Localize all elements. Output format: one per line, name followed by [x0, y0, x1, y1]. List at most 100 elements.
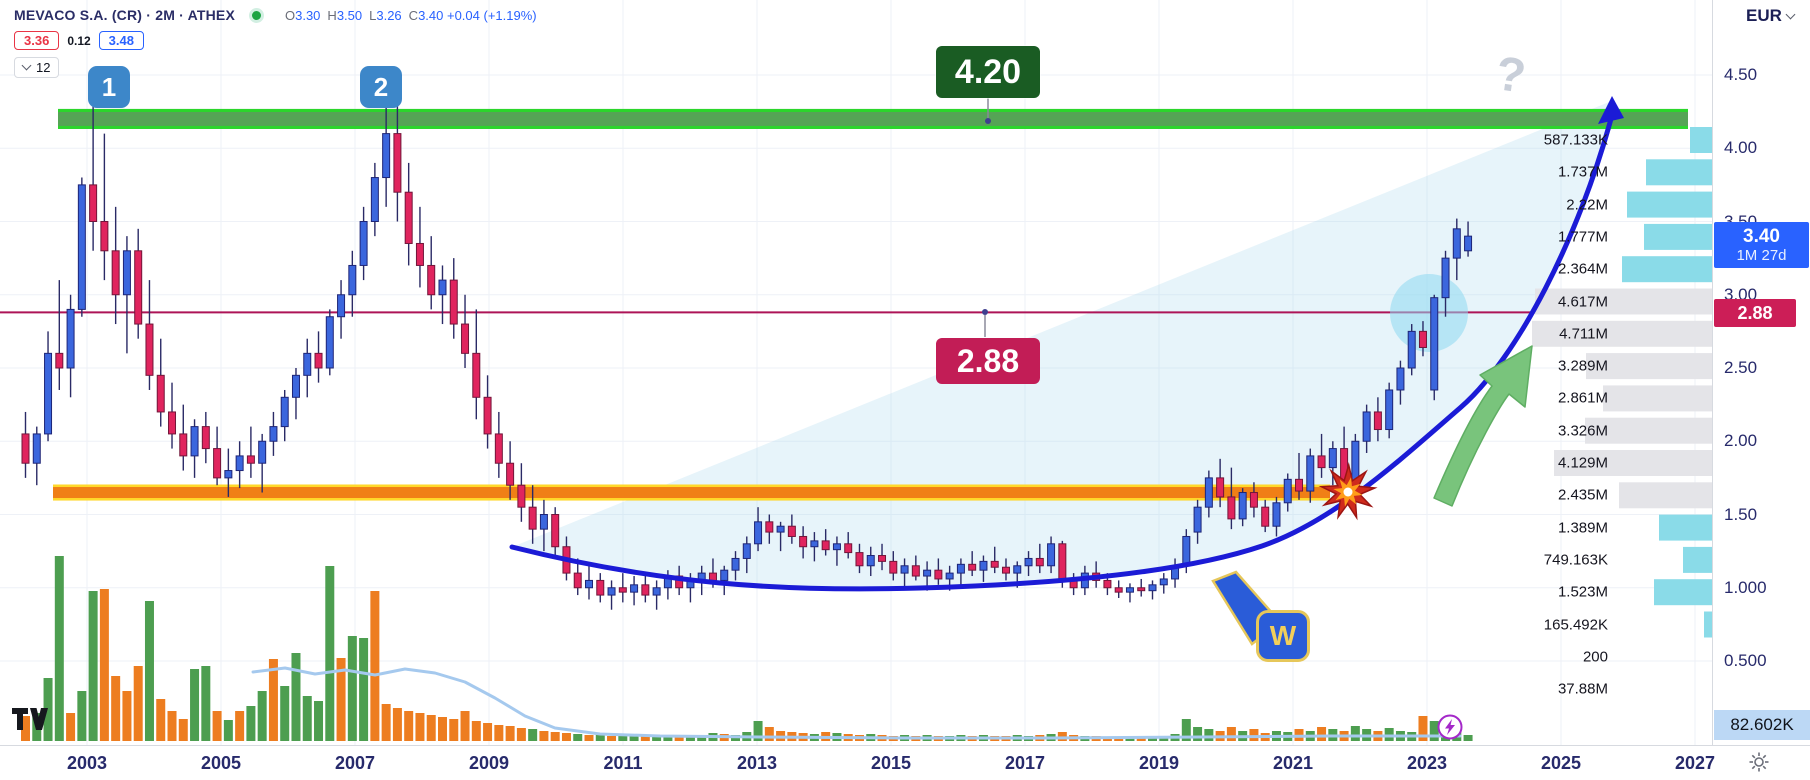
- year-tick-label: 2017: [1004, 753, 1046, 773]
- year-tick-label: 2011: [603, 753, 643, 773]
- chevron-down-icon: [1785, 9, 1796, 20]
- volume-bar: [607, 736, 617, 741]
- lightning-badge[interactable]: [1436, 713, 1464, 746]
- candle: [337, 280, 346, 339]
- candle: [179, 404, 188, 471]
- volume-profile-value: 1.737M: [1557, 163, 1608, 181]
- volume-axis-label: 82.602K: [1714, 710, 1810, 740]
- volume-bar: [764, 727, 774, 741]
- volume-bar: [99, 589, 109, 741]
- candle: [122, 236, 131, 354]
- ohlc-value: 3.26: [376, 7, 402, 23]
- currency-selector[interactable]: EUR: [1746, 6, 1796, 26]
- volume-profile-value: 2.861M: [1557, 389, 1608, 407]
- volume-bar: [674, 736, 684, 741]
- cup-pattern-curve[interactable]: [509, 96, 1624, 592]
- ask-price-button[interactable]: 3.48: [98, 31, 144, 50]
- candle: [1227, 467, 1236, 530]
- breakout-starburst-icon[interactable]: [1318, 462, 1378, 521]
- volume-profile-bar: [1532, 320, 1712, 347]
- time-axis[interactable]: 2003 2005 2007 2009 2011 2013 2015 2017 2019 2021…: [0, 745, 1810, 780]
- candle: [1216, 458, 1225, 508]
- support-band-orange[interactable]: [53, 484, 1330, 501]
- ohlc-key: L: [369, 7, 377, 23]
- candle: [1396, 360, 1405, 405]
- candle: [89, 86, 98, 251]
- volume-bar: [88, 591, 98, 741]
- candle: [1125, 583, 1134, 603]
- volume-bar: [133, 666, 143, 741]
- candle: [190, 419, 199, 478]
- volume-profile-value: 1.523M: [1557, 583, 1608, 601]
- volume-bar: [336, 658, 346, 741]
- volume-bar: [697, 735, 707, 741]
- candle: [461, 294, 470, 368]
- candle: [1193, 499, 1202, 544]
- candle: [900, 558, 909, 588]
- volume-bar: [1429, 721, 1439, 741]
- year-tick-label: 2025: [1540, 753, 1582, 773]
- volume-bar: [437, 717, 447, 741]
- mid-price-callout[interactable]: 2.88: [936, 338, 1040, 384]
- volume-bar: [370, 591, 380, 741]
- resistance-price-callout[interactable]: 4.20: [936, 46, 1040, 98]
- gear-icon[interactable]: [1748, 751, 1772, 775]
- candle: [314, 331, 323, 383]
- up-arrow-icon[interactable]: [1433, 345, 1533, 507]
- tradingview-logo[interactable]: [12, 706, 50, 737]
- volume-bar: [1384, 728, 1394, 741]
- candle: [596, 573, 605, 603]
- price-axis[interactable]: EUR 3.40 1M 27d 2.88 82.602K 4.50 4.00 3.5…: [1712, 0, 1810, 745]
- sequence-marker-2[interactable]: 2: [360, 66, 402, 108]
- candle: [1159, 573, 1168, 594]
- candle: [427, 236, 436, 310]
- volume-bar: [144, 601, 154, 741]
- volume-profile-value: 200: [1582, 648, 1608, 666]
- ohlc-value: 3.40: [418, 7, 444, 23]
- highlight[interactable]: [1390, 274, 1468, 352]
- volume-bar: [505, 726, 515, 741]
- volume-bar: [1148, 737, 1157, 741]
- resistance-band-4-20[interactable]: [58, 108, 1688, 129]
- candle: [878, 543, 887, 571]
- highlight-circle[interactable]: [1390, 274, 1468, 352]
- bid-price-button[interactable]: 3.36: [14, 31, 60, 50]
- bar-count-dropdown[interactable]: 12: [14, 56, 60, 78]
- chart-pane[interactable]: MEVACO S.A. (CR) · 2M · ATHEX O3.30 H3.50…: [0, 0, 1712, 745]
- volume-profile-value: 587.133K: [1543, 131, 1608, 149]
- ohlc-value: 3.50: [336, 7, 363, 23]
- w-pattern-label[interactable]: W: [1256, 610, 1310, 662]
- volume-bar: [1350, 726, 1360, 741]
- volume-bar: [302, 696, 312, 741]
- sequence-marker-1[interactable]: 1: [88, 66, 130, 108]
- candle: [77, 177, 86, 317]
- candle: [235, 441, 244, 489]
- volume-bar: [291, 653, 301, 741]
- volume-bar: [550, 732, 560, 741]
- candle: [551, 507, 560, 559]
- candle: [742, 536, 751, 574]
- candle: [21, 411, 30, 478]
- up-arrow[interactable]: [1433, 345, 1533, 507]
- volume-profile-value: 749.163K: [1543, 551, 1608, 569]
- symbol-title[interactable]: MEVACO S.A. (CR) · 2M · ATHEX: [14, 7, 235, 23]
- volume-profile-bar: [1659, 514, 1712, 541]
- volume-bar: [381, 704, 391, 741]
- candle: [934, 558, 943, 585]
- volume-profile-value: 2.364M: [1557, 260, 1608, 278]
- volume-bar: [1418, 716, 1428, 741]
- volume-profile-value: 3.326M: [1557, 422, 1608, 440]
- candle: [787, 514, 796, 544]
- candle: [1407, 324, 1416, 376]
- price-tick-label: 1.50: [1724, 504, 1758, 524]
- volume-profile[interactable]: [1532, 127, 1712, 638]
- volume-bar: [1204, 729, 1214, 741]
- candle: [889, 551, 898, 581]
- volume-bar: [573, 734, 583, 741]
- volume-bar: [415, 713, 425, 741]
- volume-bar: [268, 659, 278, 741]
- volume-profile-value: 165.492K: [1543, 616, 1608, 633]
- year-tick-label: 2009: [468, 753, 510, 773]
- candle: [799, 526, 808, 559]
- candle: [168, 382, 177, 449]
